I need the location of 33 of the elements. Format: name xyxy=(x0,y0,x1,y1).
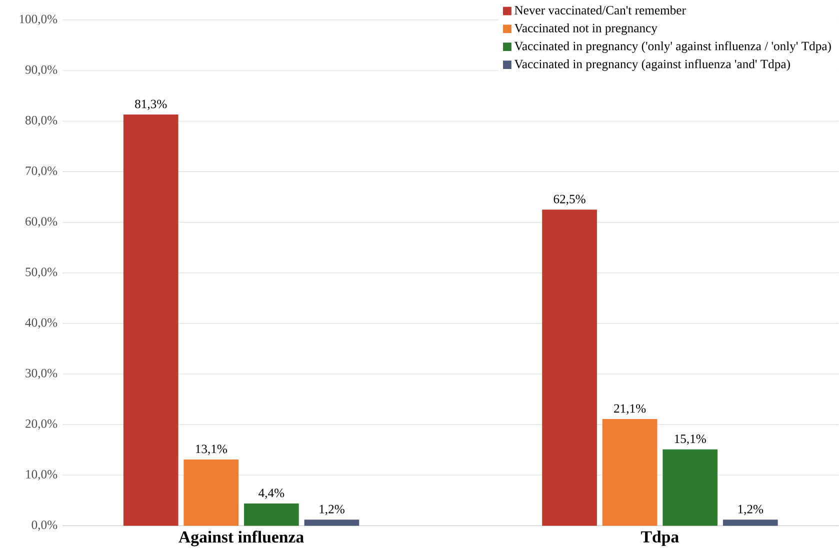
data-label: 15,1% xyxy=(674,434,706,445)
bar xyxy=(244,504,299,526)
y-tick-label: 10,0% xyxy=(26,470,58,480)
legend-label: Vaccinated in pregnancy ('only' against influenza / 'only' Tdpa) xyxy=(514,41,831,53)
data-label: 1,2% xyxy=(738,504,764,516)
bar xyxy=(304,520,360,526)
y-tick-label: 50,0% xyxy=(26,268,58,278)
x-tick-label: Tdpa xyxy=(641,530,679,546)
data-label: 1,2% xyxy=(320,504,344,516)
bar xyxy=(123,114,178,526)
y-tick-label: 80,0% xyxy=(25,116,58,126)
data-label: 13,1% xyxy=(196,444,228,456)
bar xyxy=(662,449,718,526)
y-tick-label: 0,0% xyxy=(32,520,58,531)
data-label: 21,1% xyxy=(614,404,646,415)
bar xyxy=(722,520,778,526)
y-tick-label: 20,0% xyxy=(26,419,58,430)
legend-label: Vaccinated not in pregnancy xyxy=(514,24,658,35)
data-label: 62,5% xyxy=(554,194,586,206)
y-tick-label: 30,0% xyxy=(26,368,58,380)
x-tick-label: Against influenza xyxy=(178,530,304,546)
legend-label: Vaccinated in pregnancy (against influenza 'and' Tdpa) xyxy=(514,59,790,71)
y-tick-label: 60,0% xyxy=(26,217,58,228)
bar xyxy=(602,419,658,526)
data-label: 81,3% xyxy=(135,100,167,110)
bar xyxy=(184,460,239,526)
legend-label: Never vaccinated/Can't remember xyxy=(514,6,686,15)
y-tick-label: 100,0% xyxy=(20,14,58,26)
y-tick-label: 70,0% xyxy=(26,166,58,177)
bar xyxy=(542,210,597,526)
y-tick-label: 90,0% xyxy=(25,65,58,76)
y-tick-label: 40,0% xyxy=(25,318,58,329)
data-label: 4,4% xyxy=(258,488,284,500)
